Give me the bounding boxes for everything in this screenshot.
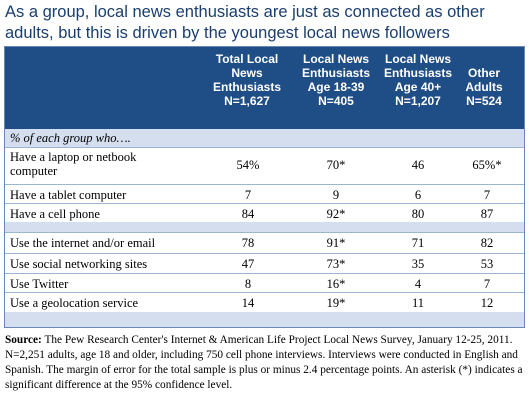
cell-value: 65%* — [472, 158, 502, 172]
table-row: Use social networking sites 47 73* 35 53 — [5, 253, 524, 274]
subheader-label: % of each group who…. — [10, 131, 131, 145]
cell-value: 7 — [244, 188, 252, 202]
cell-value: 6 — [414, 188, 422, 202]
cell-value: 4 — [414, 277, 422, 291]
source-label: Source: — [5, 334, 42, 346]
row-label: Have a laptop or netbook computer — [10, 150, 137, 178]
data-table: Total Local News Enthusiasts N=1,627 Loc… — [4, 46, 525, 328]
cell-value: 8 — [244, 277, 252, 291]
table-row: Use the internet and/or email 78 91* 71 82 — [5, 232, 524, 254]
table-row: Have a laptop or netbook computer 54% 70* 46… — [5, 147, 524, 185]
table-row: Use Twitter 8 16* 4 7 — [5, 273, 524, 293]
cell-value: 73* — [326, 257, 346, 271]
row-label: Use Twitter — [10, 277, 69, 291]
table-row: Have a cell phone 84 92* 80 87 — [5, 203, 524, 223]
chart-title: As a group, local news enthusiasts are j… — [5, 3, 485, 42]
row-label: Have a tablet computer — [10, 188, 127, 202]
subheader-band — [5, 129, 524, 147]
separator-band — [5, 222, 524, 232]
cell-value: 78 — [241, 236, 255, 250]
column-header-40plus: Local News Enthusiasts Age 40+ N=1,207 — [383, 52, 452, 108]
cell-value: 47 — [241, 257, 255, 271]
source-text: The Pew Research Center's Internet & Ame… — [5, 334, 523, 391]
cell-value: 87 — [480, 207, 494, 221]
cell-value: 71 — [411, 236, 425, 250]
column-header-18-39: Local News Enthusiasts Age 18-39 N=405 — [301, 52, 370, 108]
row-label: Use social networking sites — [10, 257, 148, 271]
cell-value: 19* — [326, 296, 346, 310]
cell-value: 84 — [241, 207, 255, 221]
cell-value: 9 — [332, 188, 340, 202]
cell-value: 14 — [241, 296, 255, 310]
row-label: Use a geolocation service — [10, 296, 139, 310]
row-label: Have a cell phone — [10, 207, 100, 221]
cell-value: 53 — [480, 257, 494, 271]
table-header: Total Local News Enthusiasts N=1,627 Loc… — [5, 47, 524, 129]
column-header-total: Total Local News Enthusiasts N=1,627 — [212, 52, 281, 108]
cell-value: 16* — [326, 277, 346, 291]
separator-band — [5, 312, 524, 327]
cell-value: 7 — [483, 277, 491, 291]
cell-value: 46 — [411, 158, 425, 172]
cell-value: 80 — [411, 207, 425, 221]
cell-value: 91* — [326, 236, 346, 250]
column-header-other: Other Adults N=524 — [465, 66, 503, 108]
table-row: Have a tablet computer 7 9 6 7 — [5, 184, 524, 204]
cell-value: 35 — [411, 257, 425, 271]
cell-value: 54% — [236, 158, 260, 172]
row-label: Use the internet and/or email — [10, 236, 156, 250]
cell-value: 7 — [483, 188, 491, 202]
source-note: Source: The Pew Research Center's Intern… — [5, 333, 525, 393]
cell-value: 82 — [480, 236, 494, 250]
cell-value: 70* — [326, 158, 346, 172]
cell-value: 92* — [326, 207, 346, 221]
cell-value: 11 — [411, 296, 425, 310]
cell-value: 12 — [480, 296, 494, 310]
table-row: Use a geolocation service 14 19* 11 12 — [5, 292, 524, 313]
